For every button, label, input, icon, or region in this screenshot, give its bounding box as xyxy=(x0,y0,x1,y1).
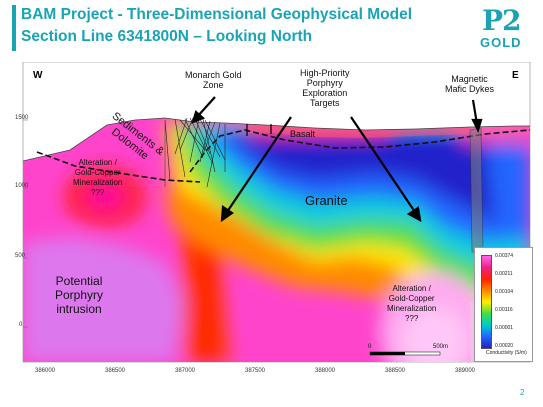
annotation-arrows xyxy=(191,96,483,223)
easting-tick: 387000 xyxy=(175,368,196,374)
alteration-left-label: Alteration / Gold-Copper Mineralization??… xyxy=(73,158,123,197)
west-label: W xyxy=(33,70,43,81)
p2-gold-logo-mark: P2 xyxy=(482,4,522,37)
geophysical-section: W E 1500 1000 500 0 386000 386500 387000… xyxy=(15,62,535,380)
easting-tick: 386000 xyxy=(35,368,56,374)
page-number: 2 xyxy=(520,388,525,397)
easting-tick: 388500 xyxy=(385,368,406,374)
elevation-tick: 500 xyxy=(15,253,26,259)
legend-tick: 0.00116 xyxy=(495,307,513,313)
scale-start: 0 xyxy=(368,344,372,350)
basalt-layer xyxy=(247,125,470,138)
legend-tick: 0.00211 xyxy=(495,271,513,277)
mafic-dyke xyxy=(469,127,484,253)
elevation-tick: 1000 xyxy=(15,183,29,189)
monarch-gold-zone-label: Monarch Gold Zone xyxy=(185,70,242,90)
topography-line xyxy=(22,117,530,162)
alteration-right-label: Alteration / Gold-Copper Mineralization??… xyxy=(387,284,437,323)
conductivity-legend: 0.00374 0.00211 0.00104 0.00116 0.00001 … xyxy=(474,247,533,362)
legend-title: Conductivity (S/m) xyxy=(486,350,527,356)
legend-tick: 0.00374 xyxy=(495,253,514,259)
granite-contact xyxy=(189,129,531,173)
easting-tick: 386500 xyxy=(105,368,126,374)
potential-porphyry-label: Potential Porphyry intrusion xyxy=(55,274,104,316)
east-label: E xyxy=(512,70,519,81)
colorbar xyxy=(481,255,492,349)
porphyry-targets-label: High-Priority Porphyry Exploration Targets xyxy=(300,68,350,108)
title-accent-bar xyxy=(12,5,16,51)
legend-tick: 0.00001 xyxy=(495,325,514,331)
granite-label: Granite xyxy=(305,193,348,208)
elevation-tick: 1500 xyxy=(15,115,29,121)
legend-tick: 0.00020 xyxy=(495,343,514,349)
easting-tick: 387500 xyxy=(245,368,266,374)
legend-tick: 0.00104 xyxy=(495,289,514,295)
slide-subtitle: Section Line 6341800N – Looking North xyxy=(21,28,313,45)
easting-tick: 388000 xyxy=(315,368,336,374)
basalt-label: Basalt xyxy=(290,129,316,139)
easting-tick: 389000 xyxy=(455,368,476,374)
conductivity-field xyxy=(23,118,530,362)
elevation-tick: 0 xyxy=(19,322,23,328)
p2-gold-logo-word: GOLD xyxy=(480,35,522,50)
scale-end: 500m xyxy=(433,344,449,350)
slide-title: BAM Project - Three-Dimensional Geophysi… xyxy=(21,6,413,23)
mafic-dykes-label: Magnetic Mafic Dykes xyxy=(445,74,495,94)
conductivity-model xyxy=(22,62,531,363)
drill-traces xyxy=(164,117,226,188)
sediment-contact xyxy=(36,151,201,183)
